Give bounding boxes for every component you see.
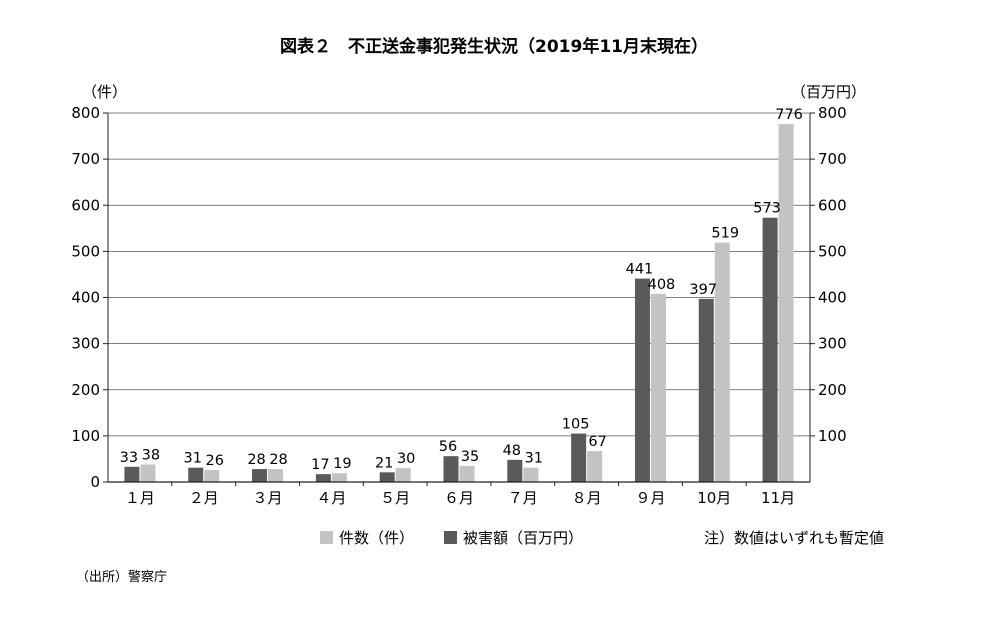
- right-tick-label: 600: [818, 196, 847, 214]
- left-tick-label: 500: [71, 242, 100, 260]
- bar: [252, 469, 268, 482]
- bar: [315, 474, 331, 482]
- x-tick-label: ２月: [189, 489, 219, 507]
- chart-source: （出所）警察庁: [76, 569, 167, 585]
- bar: [124, 466, 140, 482]
- data-label: 28: [247, 452, 265, 468]
- bar: [650, 293, 666, 482]
- x-tick-label: 11月: [761, 489, 795, 507]
- data-label: 26: [206, 453, 224, 469]
- data-label: 33: [120, 450, 138, 466]
- bar: [698, 298, 714, 482]
- chart-note: 注）数値はいずれも暫定値: [704, 529, 884, 547]
- bar: [507, 459, 523, 482]
- data-label: 56: [439, 439, 457, 455]
- bar: [395, 468, 411, 482]
- data-label: 31: [525, 451, 543, 467]
- data-label: 30: [397, 451, 415, 467]
- legend-swatch: [320, 531, 333, 544]
- axes: 0 100 200 300 400 500 600 700 800 100 200 300 400 500…: [71, 104, 846, 491]
- bar: [268, 469, 284, 482]
- right-tick-label: 400: [818, 289, 847, 307]
- x-tick-label: ５月: [380, 489, 410, 507]
- right-tick-label: 200: [818, 381, 847, 399]
- left-tick-label: 800: [71, 104, 100, 122]
- x-tick-label: ９月: [635, 489, 665, 507]
- right-axis-unit: （百万円）: [791, 83, 866, 101]
- bar: [188, 467, 204, 482]
- bar: [762, 217, 778, 483]
- bar: [587, 451, 603, 482]
- left-tick-label: 300: [71, 335, 100, 353]
- legend-label: 件数（件）: [339, 529, 414, 547]
- data-label: 408: [648, 277, 676, 293]
- bar: [459, 465, 475, 482]
- data-label: 21: [375, 455, 393, 471]
- bar: [523, 467, 539, 482]
- legend-swatch: [444, 531, 457, 544]
- x-tick-label: １月: [125, 489, 155, 507]
- left-tick-label: 400: [71, 289, 100, 307]
- left-tick-label: 600: [71, 196, 100, 214]
- data-label: 48: [503, 443, 521, 459]
- legend: 件数（件） 被害額（百万円）: [320, 529, 583, 547]
- x-tick-label: ６月: [444, 489, 474, 507]
- left-tick-label: 0: [90, 473, 100, 491]
- data-label: 573: [753, 201, 781, 217]
- data-label: 17: [311, 457, 329, 473]
- data-label: 776: [775, 107, 803, 123]
- right-tick-label: 800: [818, 104, 847, 122]
- left-axis-unit: （件）: [82, 83, 127, 101]
- left-tick-label: 700: [71, 150, 100, 168]
- bar: [140, 464, 156, 482]
- right-tick-label: 300: [818, 335, 847, 353]
- chart-title: 図表２ 不正送金事犯発生状況（2019年11月末現在）: [280, 36, 708, 57]
- bar: [331, 473, 347, 482]
- x-tick-label: ８月: [572, 489, 602, 507]
- data-label: 28: [269, 452, 287, 468]
- bar: [571, 433, 587, 482]
- left-tick-label: 200: [71, 381, 100, 399]
- x-tick-label: ７月: [508, 489, 538, 507]
- bars: [124, 124, 794, 483]
- data-label: 441: [626, 262, 654, 278]
- bar: [443, 456, 459, 482]
- x-tick-label: ３月: [253, 489, 283, 507]
- right-tick-label: 700: [818, 150, 847, 168]
- bar: [778, 124, 794, 482]
- gridlines: [108, 112, 810, 437]
- data-label: 397: [689, 282, 717, 298]
- data-label: 31: [184, 451, 202, 467]
- bar: [634, 278, 650, 482]
- bar: [714, 242, 730, 482]
- right-tick-label: 100: [818, 427, 847, 445]
- data-label: 19: [333, 456, 351, 472]
- x-tick-label: ４月: [316, 489, 346, 507]
- bar: [379, 472, 395, 482]
- legend-label: 被害額（百万円）: [463, 529, 583, 547]
- x-tick-label: 10月: [697, 489, 731, 507]
- data-label: 35: [461, 449, 479, 465]
- bar: [204, 470, 220, 482]
- data-label: 105: [562, 417, 590, 433]
- data-label: 38: [142, 447, 160, 463]
- right-tick-label: 500: [818, 242, 847, 260]
- data-label: 519: [711, 226, 739, 242]
- data-label: 67: [588, 434, 606, 450]
- left-tick-label: 100: [71, 427, 100, 445]
